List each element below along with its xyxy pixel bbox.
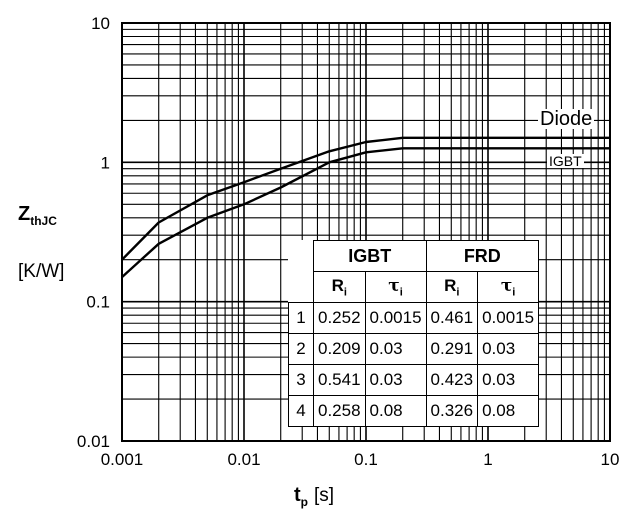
- thermal-parameter-table: IGBT FRD Ri τi Ri τi 1 0.252 0.0015 0.46…: [288, 240, 540, 427]
- igbt-tau-cell: 0.03: [364, 333, 427, 365]
- table-row: 1 0.252 0.0015 0.461 0.0015: [288, 302, 540, 334]
- igbt-r-cell: 0.541: [313, 364, 366, 396]
- x-tick-labels: 0.001 0.01 0.1 1 10: [101, 450, 620, 469]
- x-axis-title: tp [s]: [294, 484, 335, 509]
- col-header-frd-tau: τi: [477, 271, 540, 303]
- x-tick-label: 0.01: [227, 450, 260, 469]
- series-label-igbt: IGBT: [547, 153, 584, 169]
- group-header-frd: FRD: [425, 240, 540, 272]
- row-index: 1: [288, 302, 314, 334]
- col-header-frd-r: Ri: [425, 271, 479, 303]
- igbt-tau-cell: 0.0015: [364, 302, 427, 334]
- igbt-r-cell: 0.258: [313, 395, 366, 427]
- table-row: 3 0.541 0.03 0.423 0.03: [288, 364, 540, 396]
- series-line-diode: [121, 136, 610, 261]
- y-tick-label: 1: [101, 153, 110, 172]
- col-header-igbt-r: Ri: [313, 271, 366, 303]
- igbt-r-cell: 0.252: [313, 302, 366, 334]
- row-index: 4: [288, 395, 314, 427]
- frd-tau-cell: 0.0015: [477, 302, 540, 334]
- frd-tau-cell: 0.03: [477, 364, 540, 396]
- group-header-igbt: IGBT: [313, 240, 427, 272]
- table-column-header-row: Ri τi Ri τi: [289, 271, 540, 303]
- row-index: 2: [288, 333, 314, 365]
- frd-tau-cell: 0.03: [477, 333, 540, 365]
- table-corner: [288, 240, 314, 303]
- plot-frame: [121, 22, 611, 442]
- x-tick-label: 10: [601, 450, 620, 469]
- y-tick-label: 10: [91, 14, 110, 33]
- col-header-igbt-tau: τi: [364, 271, 427, 303]
- table-row: 2 0.209 0.03 0.291 0.03: [288, 333, 540, 365]
- y-axis-unit: [K/W]: [18, 261, 65, 282]
- y-tick-label: 0.1: [86, 293, 110, 312]
- series-line-igbt: [121, 147, 610, 278]
- frd-tau-cell: 0.08: [477, 395, 540, 427]
- row-index: 3: [288, 364, 314, 396]
- frd-r-cell: 0.291: [425, 333, 479, 365]
- frd-r-cell: 0.326: [425, 395, 479, 427]
- x-tick-label: 0.1: [354, 450, 378, 469]
- x-tick-label: 0.001: [101, 450, 144, 469]
- frd-r-cell: 0.461: [425, 302, 479, 334]
- table-row: 4 0.258 0.08 0.326 0.08: [288, 395, 540, 427]
- y-axis-title: ZthJC: [18, 203, 57, 228]
- igbt-tau-cell: 0.03: [364, 364, 427, 396]
- curves: [121, 136, 610, 278]
- y-tick-label: 0.01: [77, 432, 110, 451]
- series-label-diode: Diode: [538, 108, 595, 130]
- igbt-r-cell: 0.209: [313, 333, 366, 365]
- table-group-header-row: IGBT FRD: [288, 240, 540, 303]
- y-tick-labels: 10 1 0.1 0.01: [77, 14, 110, 451]
- frd-r-cell: 0.423: [425, 364, 479, 396]
- igbt-tau-cell: 0.08: [364, 395, 427, 427]
- x-tick-label: 1: [483, 450, 492, 469]
